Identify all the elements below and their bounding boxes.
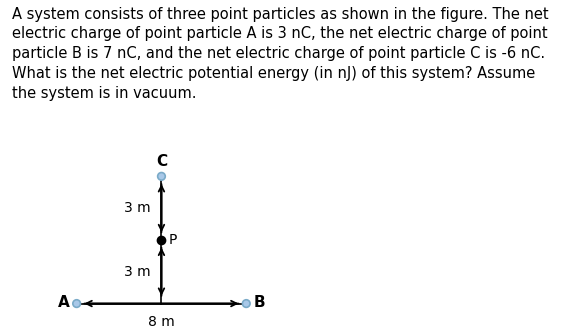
Text: 8 m: 8 m	[148, 315, 175, 329]
Text: A system consists of three point particles as shown in the figure. The net
elect: A system consists of three point particl…	[12, 7, 548, 101]
Text: B: B	[254, 295, 265, 310]
Text: 3 m: 3 m	[124, 201, 151, 215]
Circle shape	[243, 300, 250, 307]
Circle shape	[158, 172, 165, 180]
Text: C: C	[156, 154, 167, 169]
Circle shape	[73, 300, 80, 307]
Text: A: A	[57, 295, 69, 310]
Text: 3 m: 3 m	[124, 265, 151, 279]
Text: P: P	[169, 233, 177, 247]
